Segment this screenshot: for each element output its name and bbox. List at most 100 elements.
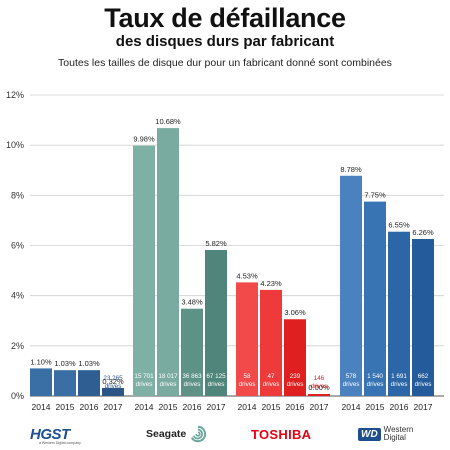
drives-word: drives	[105, 383, 122, 390]
drives-count: 239	[290, 373, 301, 380]
wd-logo-text: Western Digital	[383, 424, 414, 443]
drives-count: 1 540	[367, 373, 383, 380]
drives-word: drives	[81, 383, 98, 390]
x-tick-label: 2015	[159, 402, 178, 412]
drives-word: drives	[391, 381, 408, 388]
bar	[205, 250, 227, 396]
value-label: 10.68%	[155, 117, 181, 126]
drives-count: 23 052	[55, 375, 75, 382]
x-tick-label: 2016	[286, 402, 305, 412]
drives-count: 15 701	[134, 373, 154, 380]
drives-count: 146	[314, 375, 325, 382]
value-label: 0.32%	[102, 377, 124, 386]
x-tick-label: 2014	[32, 402, 51, 412]
chart-title: Taux de défaillance	[104, 3, 346, 33]
hgst-logo-text: HGST	[30, 425, 70, 443]
chart-note: Toutes les tailles de disque dur pour un…	[58, 57, 392, 69]
x-tick-label: 2015	[262, 402, 281, 412]
chart-subtitle: des disques durs par fabricant	[115, 33, 335, 50]
bar	[54, 370, 76, 396]
bar	[308, 394, 330, 396]
x-tick-label: 2015	[366, 402, 385, 412]
drives-count: 13 447	[31, 375, 51, 382]
value-label: 3.06%	[284, 308, 306, 317]
drives-count: 67 125	[206, 373, 226, 380]
wd-logo-line2: Digital	[383, 433, 406, 442]
drives-count: 1 691	[391, 373, 407, 380]
seagate-logo-text: Seagate	[146, 428, 187, 440]
toshiba-logo: TOSHIBA	[251, 424, 311, 444]
drives-word: drives	[208, 381, 225, 388]
drives-word: drives	[136, 381, 153, 388]
wd-logo-badge: WD	[358, 427, 381, 441]
value-label: 4.23%	[260, 279, 282, 288]
bar	[30, 368, 52, 396]
y-tick-label: 0%	[11, 391, 24, 401]
x-tick-label: 2014	[238, 402, 257, 412]
bar	[412, 238, 434, 396]
x-tick-label: 2017	[104, 402, 123, 412]
x-tick-label: 2014	[342, 402, 361, 412]
drives-word: drives	[184, 381, 201, 388]
y-tick-label: 4%	[11, 291, 24, 301]
drives-count: 22 731	[79, 375, 99, 382]
bar	[181, 308, 203, 396]
bar	[340, 175, 362, 396]
value-label: 5.82%	[205, 239, 227, 248]
drives-count: 23 265	[103, 375, 123, 382]
value-label: 1.03%	[78, 359, 100, 368]
drives-word: drives	[263, 381, 280, 388]
y-tick-label: 6%	[11, 241, 24, 251]
value-label: 3.48%	[181, 298, 203, 307]
bar	[284, 319, 306, 396]
drives-word: drives	[160, 381, 177, 388]
bar	[102, 387, 124, 396]
bar	[78, 370, 100, 396]
bar	[364, 201, 386, 396]
toshiba-logo-text: TOSHIBA	[251, 426, 312, 442]
drives-word: drives	[415, 381, 432, 388]
drives-word: drives	[311, 383, 328, 390]
drives-word: drives	[239, 381, 256, 388]
bar	[260, 289, 282, 396]
bar	[157, 128, 179, 397]
y-tick-label: 8%	[11, 190, 24, 200]
value-label: 1.03%	[54, 359, 76, 368]
hgst-logo-subtext: a Western Digital company	[39, 441, 81, 445]
value-label: 8.78%	[340, 165, 362, 174]
drives-word: drives	[57, 383, 74, 390]
y-tick-label: 2%	[11, 341, 24, 351]
drives-word: drives	[287, 381, 304, 388]
x-tick-label: 2016	[80, 402, 99, 412]
x-tick-label: 2016	[390, 402, 409, 412]
x-tick-label: 2017	[310, 402, 329, 412]
x-tick-label: 2017	[207, 402, 226, 412]
bar	[133, 145, 155, 396]
drives-word: drives	[343, 381, 360, 388]
drives-count: 58	[243, 373, 251, 380]
bar	[236, 282, 258, 396]
wd-logo-line1: Western	[383, 424, 414, 434]
drives-count: 662	[418, 373, 429, 380]
drives-count: 578	[346, 373, 357, 380]
x-tick-label: 2017	[414, 402, 433, 412]
y-tick-label: 12%	[6, 90, 24, 100]
wd-logo: WD Western Digital	[358, 424, 413, 444]
x-tick-label: 2015	[56, 402, 75, 412]
drives-count: 36 863	[182, 373, 202, 380]
y-tick-label: 10%	[6, 140, 24, 150]
seagate-swirl-icon	[191, 425, 207, 443]
drives-word: drives	[367, 381, 384, 388]
value-label: 6.26%	[412, 228, 434, 237]
seagate-logo: Seagate	[146, 424, 207, 444]
value-label: 7.75%	[364, 191, 386, 200]
hgst-logo: HGST a Western Digital company	[30, 424, 81, 446]
value-label: 0.00%	[308, 383, 330, 392]
value-label: 6.55%	[388, 221, 410, 230]
drives-count: 18 017	[158, 373, 178, 380]
x-tick-label: 2016	[183, 402, 202, 412]
value-label: 1.10%	[30, 357, 52, 366]
value-label: 4.53%	[236, 271, 258, 280]
x-tick-label: 2014	[135, 402, 154, 412]
